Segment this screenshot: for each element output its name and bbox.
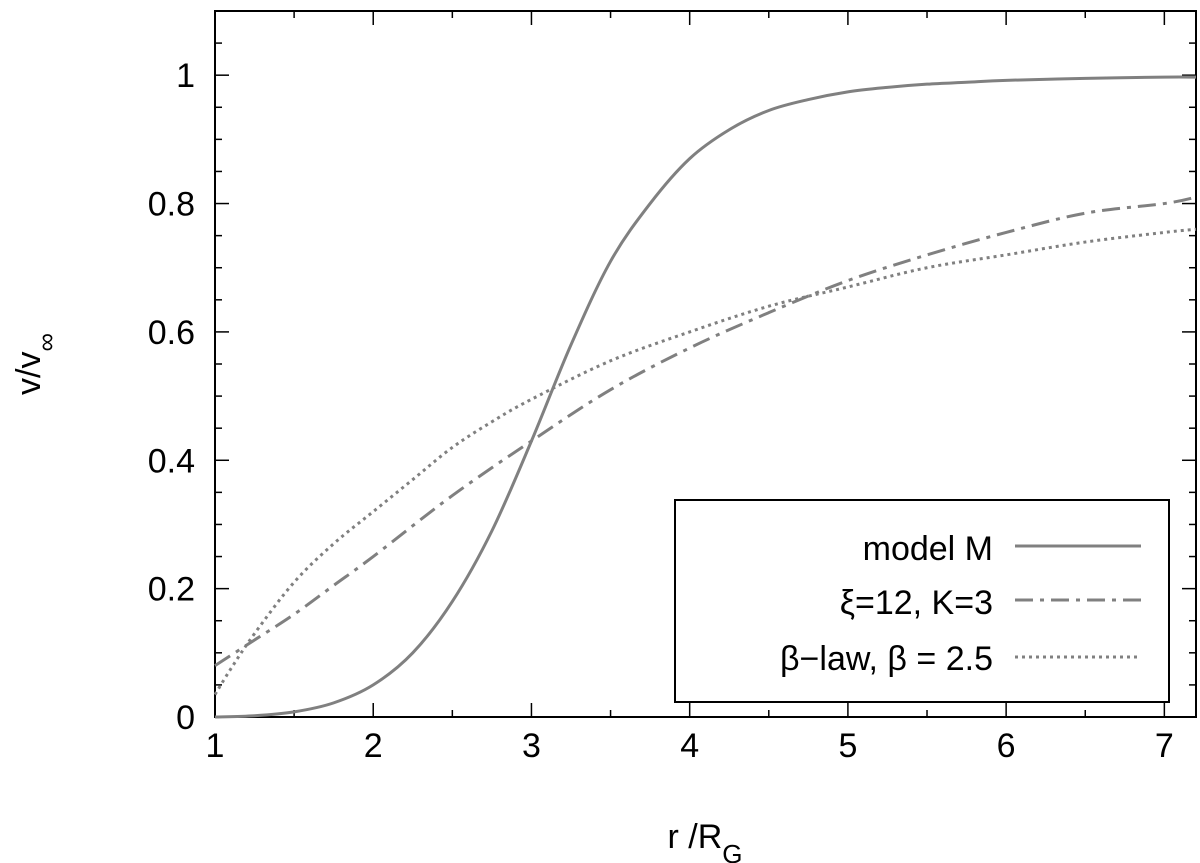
x-tick-label: 6 <box>997 727 1016 765</box>
y-axis: 0 0.2 0.4 0.6 0.8 1 <box>148 10 1196 737</box>
y-tick-label: 0.4 <box>148 442 195 480</box>
x-axis: 1 2 3 4 5 6 7 <box>206 11 1174 765</box>
legend-label-model-m: model M <box>863 530 993 568</box>
x-tick-label: 4 <box>680 727 699 765</box>
x-axis-label: r /RG <box>667 818 742 863</box>
legend-box <box>674 499 1170 703</box>
legend: model M ξ=12, K=3 β−law, β = 2.5 <box>674 499 1170 703</box>
x-tick-label: 5 <box>838 727 857 765</box>
series-xi-k <box>214 195 1197 667</box>
series-layer <box>213 75 1197 719</box>
y-tick-label: 0.6 <box>148 314 195 352</box>
y-tick-label: 1 <box>176 57 195 95</box>
x-tick-label: 3 <box>522 727 541 765</box>
x-tick-label: 2 <box>364 727 383 765</box>
legend-label-xi-k: ξ=12, K=3 <box>840 584 993 622</box>
x-tick-label: 1 <box>206 727 225 765</box>
legend-label-beta-law: β−law, β = 2.5 <box>780 640 993 678</box>
y-tick-label: 0.8 <box>148 186 195 224</box>
x-tick-label: 7 <box>1155 727 1174 765</box>
series-model-m <box>214 75 1197 719</box>
y-axis-label: v/v∞ <box>10 333 61 395</box>
y-tick-label: 0.2 <box>148 571 195 609</box>
y-tick-label: 0 <box>176 699 195 737</box>
